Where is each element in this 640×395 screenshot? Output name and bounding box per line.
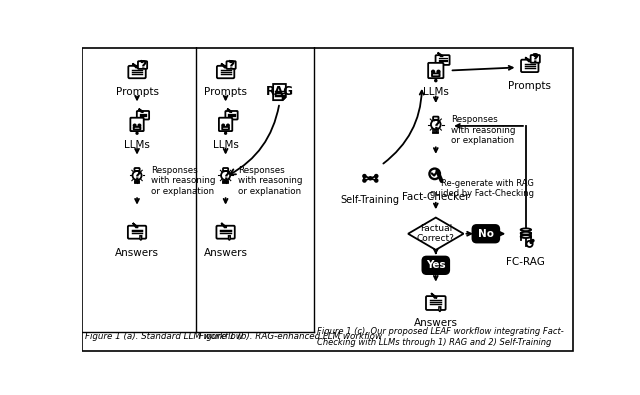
Circle shape [222, 124, 224, 126]
Polygon shape [141, 60, 143, 62]
Circle shape [375, 175, 378, 177]
Text: ?: ? [532, 53, 539, 66]
Text: LLMs: LLMs [124, 140, 150, 150]
Circle shape [363, 175, 366, 177]
Circle shape [369, 177, 372, 180]
Polygon shape [533, 54, 536, 56]
Text: Figure 1 (b). RAG-enhanced LLM workflow: Figure 1 (b). RAG-enhanced LLM workflow [198, 333, 382, 341]
Circle shape [138, 124, 141, 126]
Text: ?: ? [222, 169, 229, 182]
Text: Responses
with reasoning
or explanation: Responses with reasoning or explanation [451, 115, 516, 145]
Polygon shape [132, 64, 138, 68]
Polygon shape [221, 64, 227, 68]
Circle shape [134, 124, 136, 126]
Text: Responses
with reasoning
or explanation: Responses with reasoning or explanation [238, 166, 303, 196]
Polygon shape [408, 218, 463, 250]
FancyBboxPatch shape [225, 111, 237, 120]
Text: Factual
Correct?: Factual Correct? [417, 224, 455, 243]
Text: Figure 1 (a). Standard LLM workflow: Figure 1 (a). Standard LLM workflow [86, 333, 243, 341]
Text: Yes: Yes [426, 260, 445, 270]
Circle shape [136, 132, 138, 134]
Circle shape [527, 241, 532, 247]
Polygon shape [139, 109, 143, 112]
Text: Prompts: Prompts [116, 87, 159, 98]
Text: Responses
with reasoning
or explanation: Responses with reasoning or explanation [151, 166, 216, 196]
Text: ?: ? [133, 169, 141, 182]
Circle shape [227, 124, 229, 126]
Polygon shape [227, 109, 232, 112]
Circle shape [225, 132, 227, 134]
Text: No: No [478, 229, 494, 239]
Polygon shape [439, 307, 441, 312]
FancyBboxPatch shape [217, 66, 234, 78]
Text: LLMs: LLMs [423, 87, 449, 98]
FancyBboxPatch shape [227, 61, 236, 69]
Circle shape [221, 171, 230, 180]
Ellipse shape [521, 228, 531, 231]
Text: Answers: Answers [204, 248, 248, 258]
FancyBboxPatch shape [428, 63, 444, 78]
Text: Prompts: Prompts [508, 81, 551, 91]
Polygon shape [431, 293, 437, 298]
Text: Figure 1 (c). Our proposed LEAF workflow integrating Fact-
Checking with LLMs th: Figure 1 (c). Our proposed LEAF workflow… [317, 327, 564, 347]
FancyBboxPatch shape [223, 168, 228, 171]
Circle shape [363, 179, 366, 182]
Polygon shape [132, 223, 138, 228]
FancyBboxPatch shape [134, 168, 140, 171]
Polygon shape [228, 236, 230, 240]
Circle shape [435, 80, 436, 81]
Polygon shape [140, 236, 141, 240]
Ellipse shape [521, 232, 531, 235]
Circle shape [429, 169, 440, 179]
FancyBboxPatch shape [134, 127, 140, 130]
Polygon shape [273, 84, 286, 100]
Text: Answers: Answers [115, 248, 159, 258]
FancyBboxPatch shape [432, 73, 440, 76]
FancyBboxPatch shape [422, 256, 449, 274]
Ellipse shape [521, 235, 531, 238]
FancyBboxPatch shape [433, 117, 438, 120]
Polygon shape [229, 60, 232, 62]
Circle shape [431, 120, 441, 130]
Text: Fact-Checker: Fact-Checker [402, 192, 470, 202]
Circle shape [375, 179, 378, 182]
FancyBboxPatch shape [128, 226, 146, 239]
Text: Re-generate with RAG
guided by Fact-Checking: Re-generate with RAG guided by Fact-Chec… [429, 179, 534, 198]
Text: ?: ? [432, 118, 440, 132]
Text: ?: ? [227, 58, 235, 71]
Circle shape [432, 70, 435, 73]
FancyBboxPatch shape [531, 55, 540, 63]
FancyBboxPatch shape [436, 55, 449, 65]
FancyBboxPatch shape [129, 66, 146, 78]
FancyBboxPatch shape [521, 60, 538, 72]
FancyBboxPatch shape [426, 296, 445, 310]
FancyBboxPatch shape [219, 118, 232, 131]
FancyBboxPatch shape [472, 225, 499, 243]
Circle shape [132, 171, 141, 180]
FancyBboxPatch shape [137, 111, 149, 120]
FancyBboxPatch shape [138, 61, 147, 69]
FancyBboxPatch shape [131, 118, 144, 131]
Text: Self-Training: Self-Training [341, 195, 400, 205]
Text: RAG: RAG [266, 85, 294, 98]
FancyBboxPatch shape [222, 127, 229, 130]
Polygon shape [438, 53, 443, 56]
FancyBboxPatch shape [216, 226, 235, 239]
Text: FC-RAG: FC-RAG [506, 257, 545, 267]
Polygon shape [525, 57, 531, 61]
Text: LLMs: LLMs [212, 140, 239, 150]
Polygon shape [283, 97, 286, 100]
Text: Prompts: Prompts [204, 87, 247, 98]
Circle shape [437, 70, 440, 73]
Text: Answers: Answers [414, 318, 458, 328]
Polygon shape [221, 223, 227, 228]
Text: ?: ? [139, 58, 146, 71]
